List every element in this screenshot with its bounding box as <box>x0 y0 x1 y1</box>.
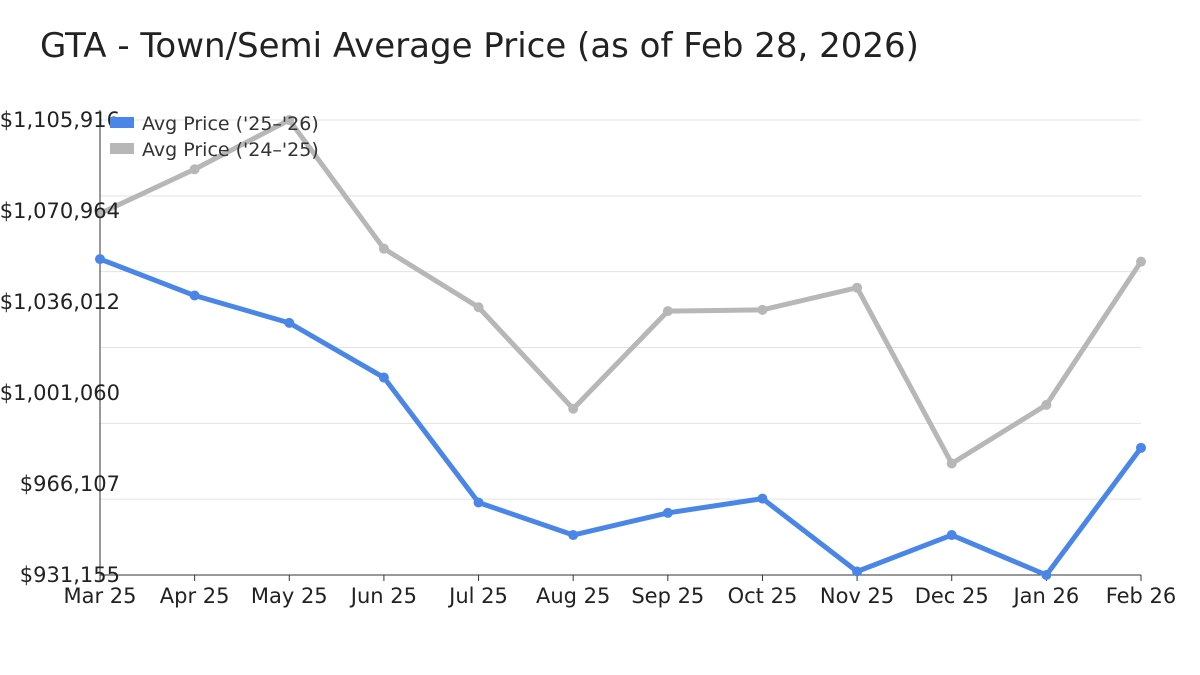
axes <box>99 110 1142 581</box>
y-tick-label: $1,105,916 <box>0 108 120 132</box>
series-1 <box>95 115 1146 469</box>
data-point[interactable] <box>757 304 768 315</box>
data-point[interactable] <box>95 208 105 219</box>
y-tick-label: $1,036,012 <box>0 290 120 314</box>
series-line <box>97 256 1144 578</box>
y-tick-labels: $931,155 $966,107 $1,001,060 $1,036,012 $1,0… <box>0 108 120 587</box>
series-line <box>97 117 1144 466</box>
data-point[interactable] <box>662 507 673 518</box>
legend-label: Avg Price ('24–'25) <box>142 139 319 161</box>
y-tick-label: $1,001,060 <box>0 381 120 405</box>
x-tick-label: Dec 25 <box>915 584 989 608</box>
series-lines <box>95 115 1146 580</box>
data-point[interactable] <box>568 530 579 541</box>
data-point[interactable] <box>473 302 484 313</box>
data-point[interactable] <box>757 493 768 504</box>
legend-item-0[interactable]: Avg Price ('25–'26) <box>110 113 319 135</box>
legend-label: Avg Price ('25–'26) <box>142 113 319 135</box>
x-tick-label: Feb 26 <box>1106 584 1177 608</box>
data-point[interactable] <box>189 164 200 175</box>
data-point[interactable] <box>189 290 200 301</box>
data-point[interactable] <box>95 254 105 265</box>
x-tick-label: Jul 25 <box>447 584 508 608</box>
x-tick-label: Jun 25 <box>349 584 417 608</box>
x-tick-label: Oct 25 <box>728 584 798 608</box>
x-tick-label: May 25 <box>251 584 328 608</box>
gridlines <box>100 119 1141 500</box>
data-point[interactable] <box>852 566 863 577</box>
y-tick-label: $931,155 <box>20 563 120 587</box>
data-point[interactable] <box>378 372 389 383</box>
data-point[interactable] <box>1136 442 1146 453</box>
legend[interactable]: Avg Price ('25–'26) Avg Price ('24–'25) <box>110 113 319 161</box>
data-point[interactable] <box>284 115 295 125</box>
data-point[interactable] <box>852 282 863 293</box>
y-tick-label: $966,107 <box>20 472 120 496</box>
x-tick-label: Aug 25 <box>536 584 610 608</box>
data-point[interactable] <box>1136 256 1146 267</box>
data-point[interactable] <box>378 243 389 254</box>
data-point[interactable] <box>946 458 957 469</box>
x-tick-labels: Mar 25 Apr 25 May 25 Jun 25 Jul 25 Aug 25 Sep … <box>63 584 1176 608</box>
data-point[interactable] <box>1041 399 1052 410</box>
data-point[interactable] <box>568 403 579 414</box>
x-tick-label: Sep 25 <box>631 584 704 608</box>
data-point[interactable] <box>946 530 957 541</box>
data-point[interactable] <box>662 306 673 317</box>
chart-title: GTA - Town/Semi Average Price (as of Feb… <box>40 26 919 66</box>
x-tick-label: Apr 25 <box>160 584 230 608</box>
data-point[interactable] <box>1041 570 1052 580</box>
legend-swatch <box>110 117 134 128</box>
data-point[interactable] <box>284 317 295 328</box>
y-tick-label: $1,070,964 <box>0 199 120 223</box>
data-point[interactable] <box>473 497 484 508</box>
legend-item-1[interactable]: Avg Price ('24–'25) <box>110 139 319 161</box>
series-0 <box>95 254 1146 580</box>
x-tick-label: Mar 25 <box>63 584 136 608</box>
x-tick-label: Nov 25 <box>820 584 894 608</box>
x-tick-label: Jan 26 <box>1011 584 1079 608</box>
legend-swatch <box>110 143 134 154</box>
